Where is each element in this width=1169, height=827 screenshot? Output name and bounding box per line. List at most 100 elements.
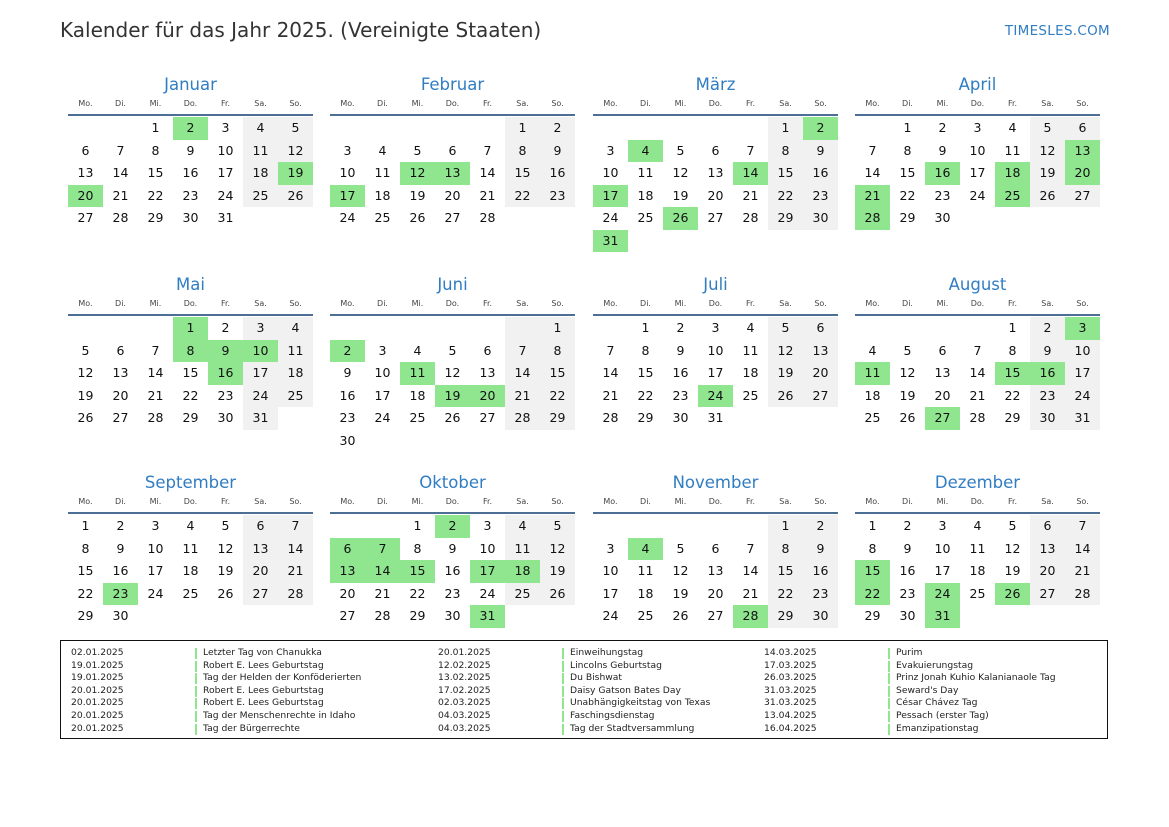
day-cell: 31 [217,210,234,225]
header-rule [855,114,1100,116]
holiday-date: 20.01.2025 [438,647,491,658]
day-cell: 30 [339,432,356,448]
day-cell: 31 [470,605,505,628]
day-cell: 25 [182,585,199,601]
weekday-label: So. [289,497,302,506]
holiday-name: Tag der Stadtversammlung [570,722,695,734]
day-cell: 20 [803,362,838,385]
day-cell: 18 [374,187,391,203]
day-cell: 24 [374,410,391,425]
weekday-label: Mi. [411,299,424,308]
day-cell: 7 [483,142,492,158]
day-cell: 13 [1065,139,1100,162]
day-cell: 6 [116,342,125,358]
day-cell: 26 [217,585,234,601]
holiday-date: 20.01.2025 [71,722,124,734]
day-cell: 4 [628,139,663,162]
empty-cell [470,317,505,340]
day-cell: 25 [637,608,654,623]
empty-cell [278,407,313,430]
day-cell: 14 [479,165,496,180]
day-cell: 24 [698,384,733,407]
day-cell: 19 [409,187,426,203]
empty-cell [330,117,365,140]
holiday-marker [195,685,197,697]
weekday-label: Do. [183,99,198,108]
day-cell: 11 [742,342,759,358]
day-cell: 19 [768,362,803,385]
day-cell: 15 [768,560,803,583]
day-cell: 27 [77,210,94,225]
day-grid: 1 2 3 4 5 6 7 8 9 10 11 12 13 14 15 16 17 18 19 20 21 22 23 24 2… [855,117,1100,230]
legend-row: 14.03.2025 Purim [764,647,1104,660]
empty-cell [995,605,1030,628]
day-cell: 20 [444,187,461,203]
holiday-name: César Chávez Tag [896,697,978,709]
day-cell: 22 [77,585,94,601]
day-cell: 6 [243,515,278,538]
day-cell: 9 [803,537,838,560]
empty-cell [505,605,540,628]
legend-row: 04.03.2025 Tag der Stadtversammlung [438,723,778,736]
day-cell: 2 [221,320,230,335]
day-cell: 3 [243,317,278,340]
day-cell: 12 [899,365,916,380]
day-cell: 9 [1030,339,1065,362]
day-cell: 18 [995,162,1030,185]
brand-link[interactable]: TIMESLES.COM [1004,23,1110,39]
day-cell: 26 [444,410,461,425]
day-cell: 5 [278,117,313,140]
holiday-marker [888,710,890,722]
day-cell: 3 [938,518,947,533]
holiday-name: Du Bishwat [570,672,623,684]
day-cell: 16 [208,362,243,385]
day-cell: 26 [663,207,698,230]
weekday-label: Sa. [1041,299,1054,308]
month-name: Mai [176,275,205,294]
header-rule [68,314,313,316]
day-cell: 28 [733,605,768,628]
day-cell: 26 [1030,184,1065,207]
day-cell: 2 [540,117,575,140]
day-cell: 31 [1065,407,1100,430]
empty-cell [628,515,663,538]
day-cell: 19 [435,384,470,407]
legend-row: 20.01.2025 Einweihungstag [438,647,778,660]
day-cell: 1 [768,117,803,140]
day-cell: 23 [803,184,838,207]
day-cell: 30 [1030,407,1065,430]
weekday-label: Sa. [1041,99,1054,108]
day-cell: 21 [147,387,164,403]
holiday-date: 02.03.2025 [438,697,491,709]
day-cell: 12 [77,365,94,380]
day-grid: 1 2 3 4 5 6 7 8 9 10 11 12 13 14 15 16 17 18 19 20 21 22 23 24 2… [593,117,838,252]
day-cell: 19 [540,560,575,583]
day-cell: 20 [112,387,129,403]
day-cell: 30 [182,210,199,225]
day-cell: 12 [768,339,803,362]
day-cell: 29 [637,410,654,425]
month-name: März [695,75,736,94]
month-5: Juni Mo. Di. Mi. Do. Fr. Sa. So. 1 2 3 4 5 6 7 8 9 10 11 12… [330,273,575,452]
day-cell: 5 [413,142,422,158]
day-cell: 8 [868,540,877,556]
day-cell: 7 [278,515,313,538]
holiday-date: 19.01.2025 [71,659,124,671]
holiday-name: Seward's Day [896,684,959,696]
holiday-name: Emanzipationstag [896,722,979,734]
holiday-name: Einweihungstag [570,647,644,658]
day-grid: 1 2 3 4 5 6 7 8 9 10 11 12 13 14 15 16 17 18 19 20 21 22 23 24 2… [68,515,313,628]
empty-cell [855,317,890,340]
day-cell: 29 [540,407,575,430]
day-cell: 11 [374,165,391,180]
day-cell: 13 [803,339,838,362]
month-name: August [948,275,1007,294]
day-cell: 4 [505,515,540,538]
empty-cell [733,117,768,140]
day-cell: 18 [409,387,426,403]
day-cell: 25 [505,582,540,605]
day-cell: 10 [243,339,278,362]
day-cell: 6 [81,142,90,158]
day-cell: 14 [742,563,759,578]
day-cell: 29 [864,608,881,623]
